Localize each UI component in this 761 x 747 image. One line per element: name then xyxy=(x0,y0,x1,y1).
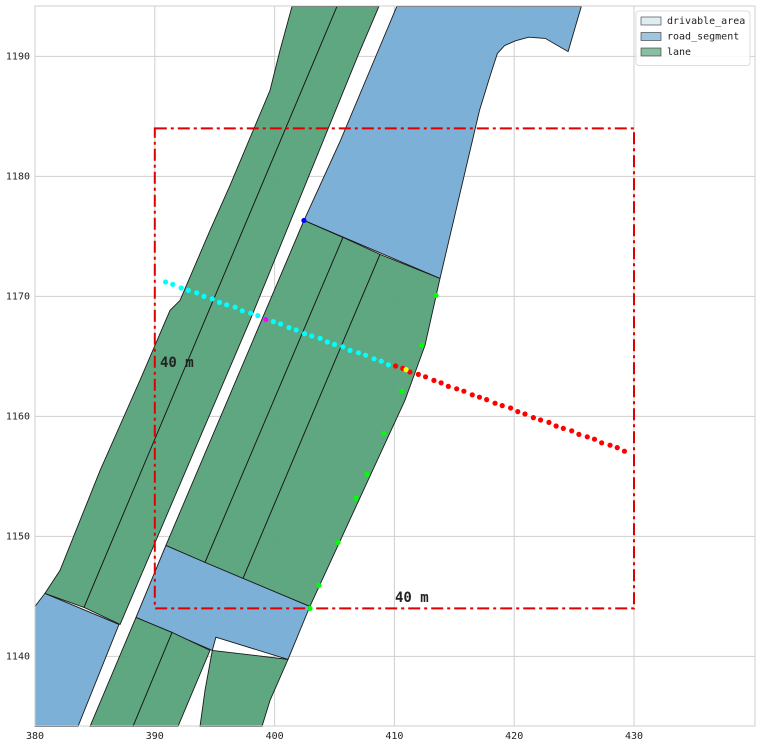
legend-label: lane xyxy=(667,47,691,58)
point xyxy=(433,292,439,299)
x-tick-label: 380 xyxy=(26,731,44,742)
legend-swatch xyxy=(640,47,662,57)
y-tick-label: 1190 xyxy=(6,51,30,62)
lane-polygon xyxy=(44,5,338,608)
point xyxy=(170,281,176,287)
point xyxy=(607,442,613,448)
point xyxy=(599,440,605,446)
point xyxy=(331,341,338,347)
x-tick-label: 420 xyxy=(505,731,523,742)
point xyxy=(492,400,498,406)
y-tick-label: 1180 xyxy=(6,171,30,182)
point xyxy=(277,321,284,327)
point xyxy=(385,362,392,368)
lane-polygon xyxy=(242,253,441,607)
point xyxy=(537,417,544,423)
point xyxy=(355,350,362,356)
point xyxy=(431,377,437,383)
point xyxy=(363,352,369,358)
point xyxy=(378,358,384,364)
legend-label: drivable_area xyxy=(667,16,745,27)
point xyxy=(438,380,444,386)
point xyxy=(522,411,528,417)
point xyxy=(515,409,521,415)
legend-box xyxy=(635,10,751,66)
point xyxy=(335,539,341,546)
annotation: 40 m xyxy=(395,590,429,606)
point xyxy=(307,605,313,612)
point xyxy=(301,217,307,224)
point xyxy=(415,371,421,377)
legend-swatch xyxy=(640,32,662,41)
point xyxy=(476,394,483,400)
y-tick-label: 1140 xyxy=(6,651,30,662)
point xyxy=(461,388,467,394)
point xyxy=(576,431,582,437)
point xyxy=(560,425,566,431)
y-tick-label: 1160 xyxy=(6,411,30,422)
point xyxy=(340,344,346,350)
x-tick-label: 410 xyxy=(385,731,403,742)
point xyxy=(201,293,207,299)
point xyxy=(499,403,505,409)
point xyxy=(445,383,451,389)
point xyxy=(270,319,277,325)
point xyxy=(392,363,399,369)
point xyxy=(232,304,238,310)
point xyxy=(248,310,254,316)
point xyxy=(371,356,377,362)
point xyxy=(381,430,387,437)
point xyxy=(403,367,409,373)
point xyxy=(614,445,620,451)
point xyxy=(162,279,169,285)
point xyxy=(484,397,490,403)
point xyxy=(286,325,292,331)
range-box xyxy=(153,127,636,610)
plot-frame xyxy=(34,5,756,727)
point xyxy=(508,405,514,411)
point xyxy=(216,299,223,305)
legend-label: road_segment xyxy=(667,32,739,43)
point xyxy=(239,308,245,314)
x-tick-label: 390 xyxy=(146,731,164,742)
point xyxy=(364,471,370,477)
point xyxy=(263,316,269,323)
y-tick-label: 1150 xyxy=(6,531,30,542)
y-tick-label: 1170 xyxy=(6,291,30,302)
point xyxy=(469,392,475,398)
point xyxy=(569,428,575,434)
point xyxy=(178,285,184,291)
x-tick-label: 400 xyxy=(266,731,284,742)
point xyxy=(347,347,353,353)
point xyxy=(407,369,413,375)
point xyxy=(293,327,299,333)
annotation: 40 m xyxy=(160,355,194,371)
point xyxy=(353,495,359,501)
point xyxy=(316,582,322,588)
point xyxy=(194,290,200,296)
point xyxy=(324,339,330,345)
point xyxy=(621,448,628,454)
point xyxy=(553,423,559,429)
point xyxy=(591,436,598,442)
point xyxy=(301,331,308,337)
legend-swatch xyxy=(640,16,662,26)
point xyxy=(584,434,590,440)
point xyxy=(185,287,191,293)
point xyxy=(317,335,323,341)
point xyxy=(209,296,215,302)
point xyxy=(255,313,261,319)
point xyxy=(422,374,429,380)
point xyxy=(530,415,536,421)
point xyxy=(546,419,552,425)
point xyxy=(309,333,315,339)
point xyxy=(224,302,230,308)
point xyxy=(419,342,425,348)
point xyxy=(399,388,405,395)
x-tick-label: 430 xyxy=(625,731,643,742)
point xyxy=(454,386,460,392)
